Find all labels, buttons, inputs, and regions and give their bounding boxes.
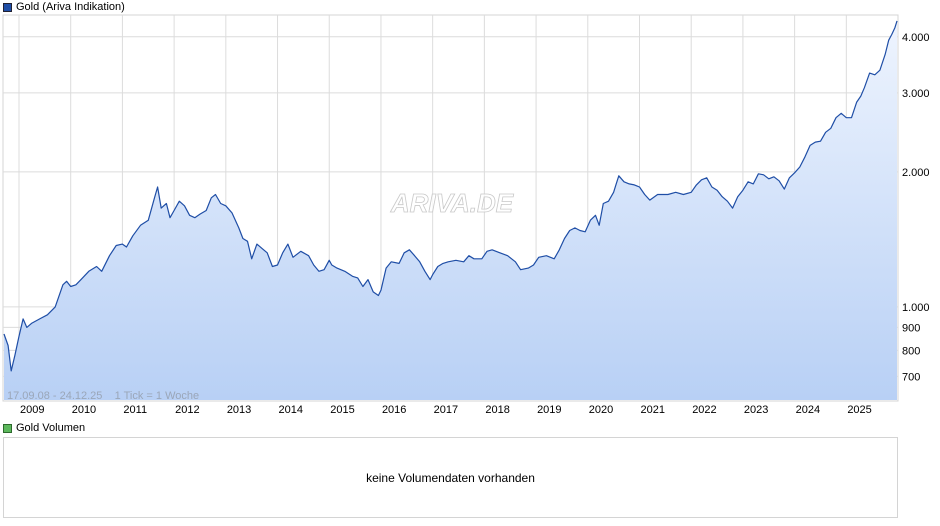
y-tick-label: 1.000 — [902, 302, 930, 314]
x-tick-label: 2013 — [227, 404, 251, 416]
x-tick-label: 2019 — [537, 404, 561, 416]
x-tick-label: 2022 — [692, 404, 716, 416]
price-chart: ARIVA.DE 700 800 900 1.000 2.000 3.000 4.000 2… — [2, 14, 930, 416]
y-axis-ticks: 700 800 900 1.000 2.000 3.000 4.000 — [902, 32, 930, 384]
y-tick-label: 2.000 — [902, 167, 930, 179]
date-range-info: 17.09.08 - 24.12.25 1 Tick = 1 Woche — [7, 390, 199, 402]
volume-chart-legend-label: Gold Volumen — [16, 422, 86, 434]
x-tick-label: 2010 — [72, 404, 96, 416]
x-tick-label: 2009 — [20, 404, 44, 416]
x-tick-label: 2023 — [744, 404, 768, 416]
y-tick-label: 800 — [902, 345, 920, 357]
x-tick-label: 2015 — [330, 404, 354, 416]
y-tick-label: 900 — [902, 322, 920, 334]
main-chart-legend: Gold (Ariva Indikation) — [3, 0, 125, 14]
x-tick-label: 2017 — [434, 404, 458, 416]
x-tick-label: 2018 — [485, 404, 509, 416]
main-chart-legend-label: Gold (Ariva Indikation) — [16, 1, 125, 13]
x-tick-label: 2012 — [175, 404, 199, 416]
x-tick-label: 2024 — [796, 404, 820, 416]
series-color-swatch — [3, 2, 12, 12]
x-tick-label: 2011 — [123, 404, 147, 416]
y-tick-label: 3.000 — [902, 88, 930, 100]
x-tick-label: 2020 — [589, 404, 613, 416]
y-tick-label: 4.000 — [902, 32, 930, 44]
x-axis-ticks: 2009 2010 2011 2012 2013 2014 2015 2016 2017 2018… — [20, 404, 872, 416]
y-tick-label: 700 — [902, 371, 920, 383]
no-volume-message: keine Volumendaten vorhanden — [366, 470, 535, 485]
volume-panel: keine Volumendaten vorhanden — [3, 437, 898, 518]
price-line — [3, 20, 898, 372]
x-tick-label: 2025 — [847, 404, 871, 416]
area-layer — [3, 20, 898, 401]
volume-color-swatch — [3, 423, 12, 433]
volume-chart-legend: Gold Volumen — [3, 421, 85, 435]
x-tick-label: 2021 — [640, 404, 664, 416]
x-tick-label: 2014 — [279, 404, 303, 416]
price-area — [4, 20, 897, 401]
watermark: ARIVA.DE — [390, 188, 514, 218]
x-tick-label: 2016 — [382, 404, 406, 416]
